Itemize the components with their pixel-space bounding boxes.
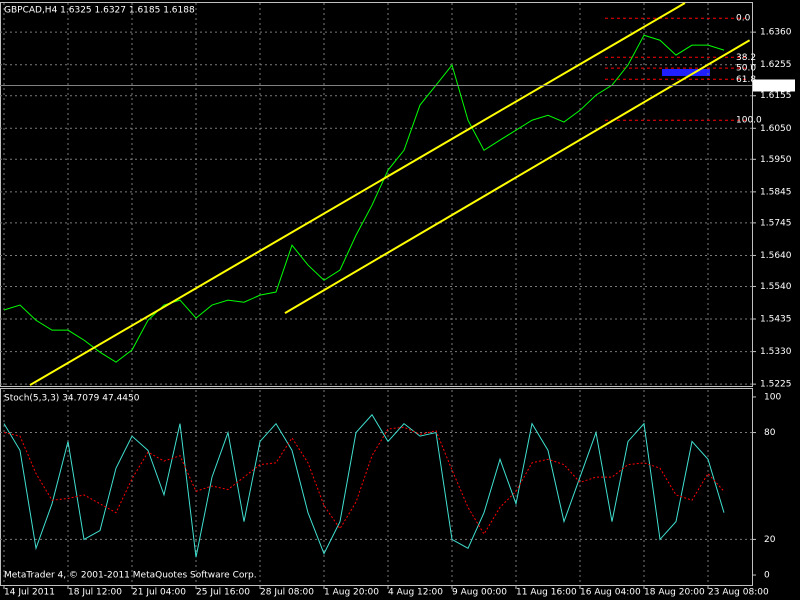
price-line [3, 34, 725, 363]
stoch-line [3, 413, 725, 558]
x-tick-label: 23 Aug 08:00 [708, 588, 769, 598]
y-tick-label: 1.5745 [760, 218, 792, 228]
y-tick-label: 1.6155 [760, 91, 792, 101]
copyright: MetaTrader 4, © 2001-2011 MetaQuotes Sof… [4, 571, 257, 581]
y-tick-label: 1.5845 [760, 187, 792, 197]
fibo-label: 50.0 [736, 64, 756, 74]
y-tick-label: 1.5435 [760, 315, 792, 325]
last-price-label: 1.6188 [758, 81, 790, 91]
x-tick-label: 28 Jul 08:00 [260, 588, 314, 598]
fibo-label: 100.0 [736, 116, 762, 126]
fibo-label: 0.0 [736, 14, 751, 24]
y-tick-label: 1.5640 [760, 251, 792, 261]
y-tick-label: 80 [764, 428, 776, 438]
fibo-label: 61.8 [736, 75, 756, 85]
price-pane [0, 2, 753, 387]
x-tick-label: 14 Jul 2011 [4, 588, 55, 598]
x-tick-label: 11 Aug 16:00 [516, 588, 577, 598]
y-tick-label: 1.6360 [760, 28, 792, 38]
channel-line [284, 39, 751, 314]
y-tick-label: 1.5330 [760, 347, 792, 357]
x-tick-label: 18 Jul 12:00 [68, 588, 122, 598]
price-header: GBPCAD,H4 1.6325 1.6327 1.6185 1.6188 [4, 6, 195, 16]
channel-line [29, 2, 686, 386]
fibo-zone [662, 69, 710, 76]
stoch-line [3, 426, 725, 536]
y-tick-label: 20 [764, 535, 776, 545]
y-tick-label: 1.6255 [760, 60, 792, 70]
x-tick-label: 9 Aug 00:00 [452, 588, 507, 598]
y-tick-label: 100 [764, 392, 781, 402]
stoch-pane [0, 388, 753, 586]
fibo-label: 38.2 [736, 53, 756, 63]
y-tick-label: 1.5540 [760, 282, 792, 292]
y-tick-label: 1.5225 [760, 380, 792, 390]
x-tick-label: 18 Aug 20:00 [644, 588, 705, 598]
y-tick-label: 1.6050 [760, 124, 792, 134]
last-price-box [753, 79, 795, 92]
x-tick-label: 4 Aug 12:00 [388, 588, 443, 598]
x-tick-label: 16 Aug 04:00 [580, 588, 641, 598]
y-tick-label: 0 [764, 571, 770, 581]
stoch-header: Stoch(5,3,3) 34.7079 47.4450 [4, 394, 140, 404]
x-tick-label: 1 Aug 20:00 [324, 588, 379, 598]
x-tick-label: 25 Jul 16:00 [196, 588, 250, 598]
y-tick-label: 1.5950 [760, 155, 792, 165]
x-tick-label: 21 Jul 04:00 [132, 588, 186, 598]
